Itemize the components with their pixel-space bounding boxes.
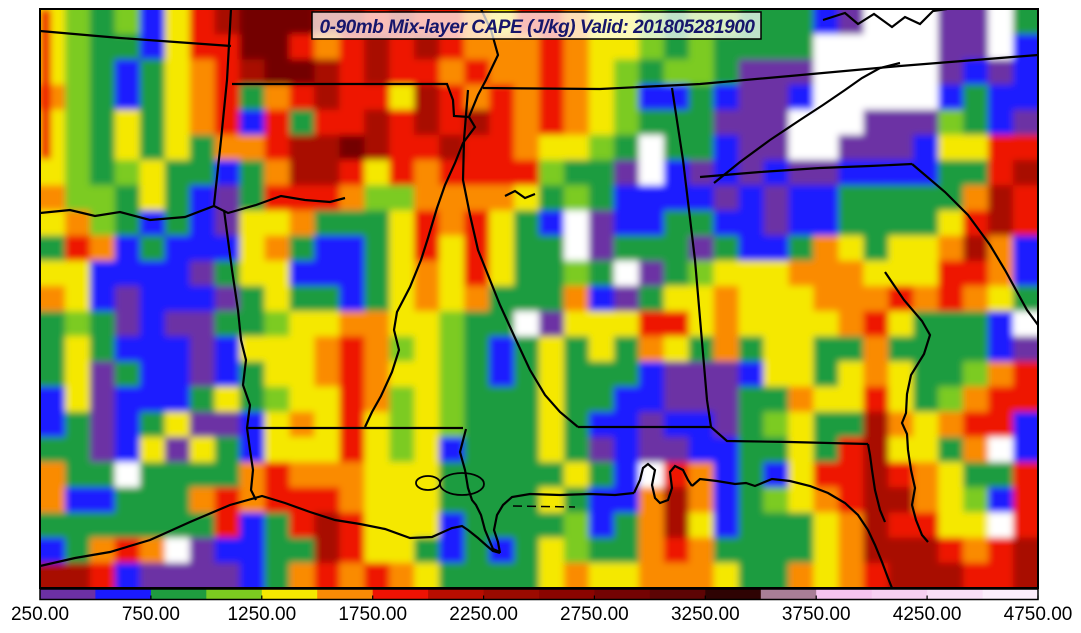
svg-text:4250.00: 4250.00 [893,604,962,625]
svg-text:1750.00: 1750.00 [338,604,407,625]
svg-text:750.00: 750.00 [122,604,180,625]
svg-text:3250.00: 3250.00 [671,604,740,625]
svg-text:250.00: 250.00 [11,604,69,625]
svg-text:2750.00: 2750.00 [560,604,629,625]
svg-text:2250.00: 2250.00 [449,604,518,625]
svg-text:0-90mb Mix-layer CAPE (J/kg) V: 0-90mb Mix-layer CAPE (J/kg) Valid: 2018… [320,17,756,38]
svg-text:4750.00: 4750.00 [1004,604,1073,625]
svg-text:1250.00: 1250.00 [227,604,296,625]
svg-text:3750.00: 3750.00 [782,604,851,625]
